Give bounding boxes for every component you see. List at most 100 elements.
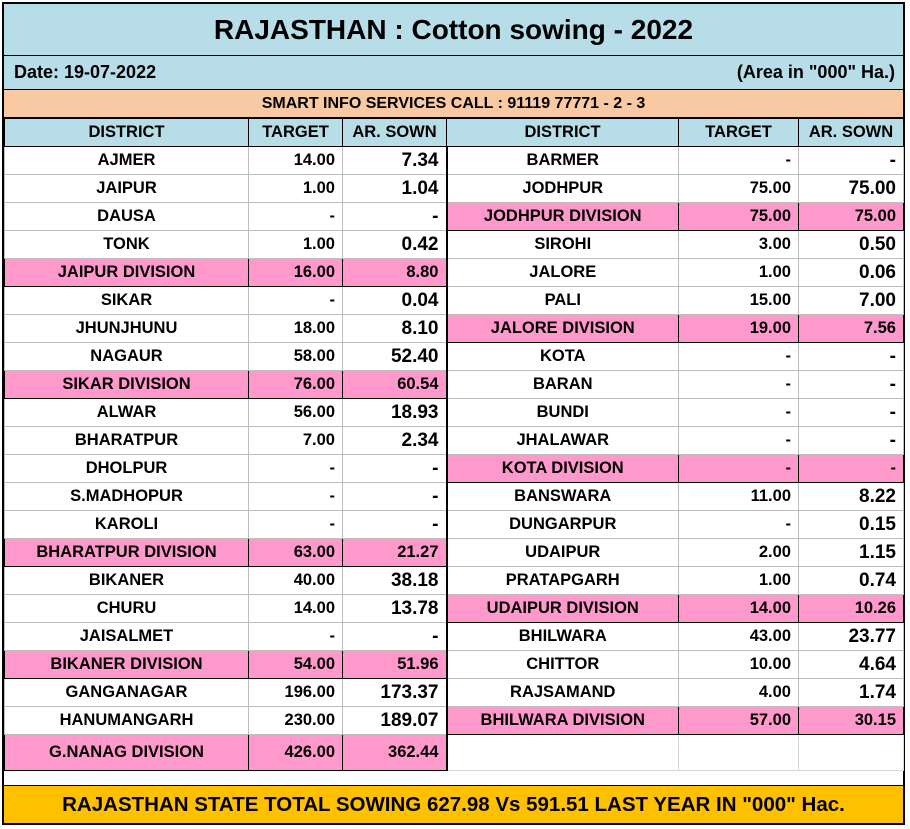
right-district-cell — [446, 734, 679, 771]
left-sown-header: AR. SOWN — [342, 118, 447, 147]
right-target-cell: - — [678, 398, 799, 427]
left-target-cell: - — [248, 482, 343, 511]
right-sown-cell: 23.77 — [798, 622, 904, 651]
right-target-cell: 4.00 — [678, 678, 799, 707]
left-district-cell: DHOLPUR — [4, 454, 249, 483]
right-target-cell: 15.00 — [678, 286, 799, 315]
left-target-cell: 14.00 — [248, 594, 343, 623]
right-sown-cell: 75.00 — [798, 202, 904, 231]
right-sown-cell — [798, 734, 904, 771]
right-district-cell: BARMER — [446, 146, 679, 175]
table-row: JAIPUR 1.00 1.04 JODHPUR 75.00 75.00 — [4, 174, 904, 203]
left-sown-cell: 18.93 — [342, 398, 448, 427]
left-sown-cell: 8.80 — [342, 258, 448, 287]
left-target-cell: - — [248, 510, 343, 539]
right-district-cell: SIROHI — [446, 230, 679, 259]
left-target-cell: 1.00 — [248, 230, 343, 259]
left-district-cell: TONK — [4, 230, 249, 259]
right-sown-cell: 1.74 — [798, 678, 904, 707]
left-target-cell: 40.00 — [248, 566, 343, 595]
left-district-cell: BIKANER DIVISION — [4, 650, 249, 679]
call-line: SMART INFO SERVICES CALL : 91119 77771 -… — [261, 94, 646, 112]
table-row: DAUSA - - JODHPUR DIVISION 75.00 75.00 — [4, 202, 904, 231]
left-sown-cell: 0.04 — [342, 286, 448, 315]
right-sown-cell: 10.26 — [798, 594, 904, 623]
right-target-cell: - — [678, 426, 799, 455]
right-sown-cell: 4.64 — [798, 650, 904, 679]
left-target-cell: 196.00 — [248, 678, 343, 707]
left-sown-cell: - — [342, 482, 448, 511]
left-target-cell: 14.00 — [248, 146, 343, 175]
sheet-title: RAJASTHAN : Cotton sowing - 2022 — [213, 13, 694, 45]
right-target-cell: 11.00 — [678, 482, 799, 511]
left-target-cell: 18.00 — [248, 314, 343, 343]
table-row: S.MADHOPUR - - BANSWARA 11.00 8.22 — [4, 482, 904, 511]
right-district-cell: KOTA DIVISION — [446, 454, 679, 483]
right-sown-cell: 7.56 — [798, 314, 904, 343]
right-target-header: TARGET — [678, 118, 799, 147]
table-row: CHURU 14.00 13.78 UDAIPUR DIVISION 14.00 10.2… — [4, 594, 904, 623]
right-district-cell: JALORE DIVISION — [446, 314, 679, 343]
right-target-cell: 3.00 — [678, 230, 799, 259]
table-row: BIKANER 40.00 38.18 PRATAPGARH 1.00 0.74 — [4, 566, 904, 595]
right-target-cell: 10.00 — [678, 650, 799, 679]
right-district-cell: KOTA — [446, 342, 679, 371]
left-sown-cell: 60.54 — [342, 370, 448, 399]
left-sown-cell: - — [342, 622, 448, 651]
left-sown-cell: - — [342, 202, 448, 231]
table-row: BHARATPUR DIVISION 63.00 21.27 UDAIPUR 2.00 1… — [4, 538, 904, 567]
right-sown-cell: 0.15 — [798, 510, 904, 539]
table-row: JAISALMET - - BHILWARA 43.00 23.77 — [4, 622, 904, 651]
title-band: RAJASTHAN : Cotton sowing - 2022 — [4, 4, 903, 56]
table-row: BIKANER DIVISION 54.00 51.96 CHITTOR 10.00 4.… — [4, 650, 904, 679]
left-sown-cell: 189.07 — [342, 706, 448, 735]
right-district-cell: BHILWARA DIVISION — [446, 706, 679, 735]
state-total-line: RAJASTHAN STATE TOTAL SOWING 627.98 Vs 5… — [62, 792, 845, 816]
right-sown-cell: - — [798, 342, 904, 371]
left-district-cell: GANGANAGAR — [4, 678, 249, 707]
state-total-band: RAJASTHAN STATE TOTAL SOWING 627.98 Vs 5… — [4, 785, 903, 823]
left-district-cell: NAGAUR — [4, 342, 249, 371]
table-row: G.NANAG DIVISION 426.00 362.44 — [4, 734, 904, 771]
right-target-cell: 75.00 — [678, 202, 799, 231]
left-district-cell: HANUMANGARH — [4, 706, 249, 735]
right-district-cell: JHALAWAR — [446, 426, 679, 455]
right-target-cell: 43.00 — [678, 622, 799, 651]
left-district-cell: KAROLI — [4, 510, 249, 539]
right-district-cell: BARAN — [446, 370, 679, 399]
report-date: Date: 19-07-2022 — [14, 62, 157, 82]
right-district-cell: PALI — [446, 286, 679, 315]
right-district-cell: DUNGARPUR — [446, 510, 679, 539]
right-target-cell: - — [678, 342, 799, 371]
right-target-cell: - — [678, 454, 799, 483]
left-target-cell: 63.00 — [248, 538, 343, 567]
right-target-cell: - — [678, 370, 799, 399]
table-row: JAIPUR DIVISION 16.00 8.80 JALORE 1.00 0.06 — [4, 258, 904, 287]
left-target-cell: 7.00 — [248, 426, 343, 455]
right-sown-cell: 7.00 — [798, 286, 904, 315]
left-sown-cell: 0.42 — [342, 230, 448, 259]
left-sown-cell: - — [342, 510, 448, 539]
left-target-cell: 16.00 — [248, 258, 343, 287]
left-target-cell: - — [248, 454, 343, 483]
left-sown-cell: 13.78 — [342, 594, 448, 623]
right-target-cell: 1.00 — [678, 566, 799, 595]
right-district-cell: UDAIPUR DIVISION — [446, 594, 679, 623]
left-district-cell: S.MADHOPUR — [4, 482, 249, 511]
table-row: BHARATPUR 7.00 2.34 JHALAWAR - - — [4, 426, 904, 455]
right-sown-cell: 8.22 — [798, 482, 904, 511]
left-district-cell: AJMER — [4, 146, 249, 175]
table-row: KAROLI - - DUNGARPUR -0.15 — [4, 510, 904, 539]
left-district-cell: SIKAR — [4, 286, 249, 315]
right-target-cell: - — [678, 510, 799, 539]
left-district-cell: CHURU — [4, 594, 249, 623]
left-sown-cell: 2.34 — [342, 426, 448, 455]
left-target-cell: - — [248, 286, 343, 315]
left-target-cell: 426.00 — [248, 734, 343, 771]
left-target-header: TARGET — [248, 118, 343, 147]
left-target-cell: 230.00 — [248, 706, 343, 735]
call-band: SMART INFO SERVICES CALL : 91119 77771 -… — [4, 90, 903, 118]
left-district-cell: JAIPUR — [4, 174, 249, 203]
left-district-cell: BHARATPUR DIVISION — [4, 538, 249, 567]
